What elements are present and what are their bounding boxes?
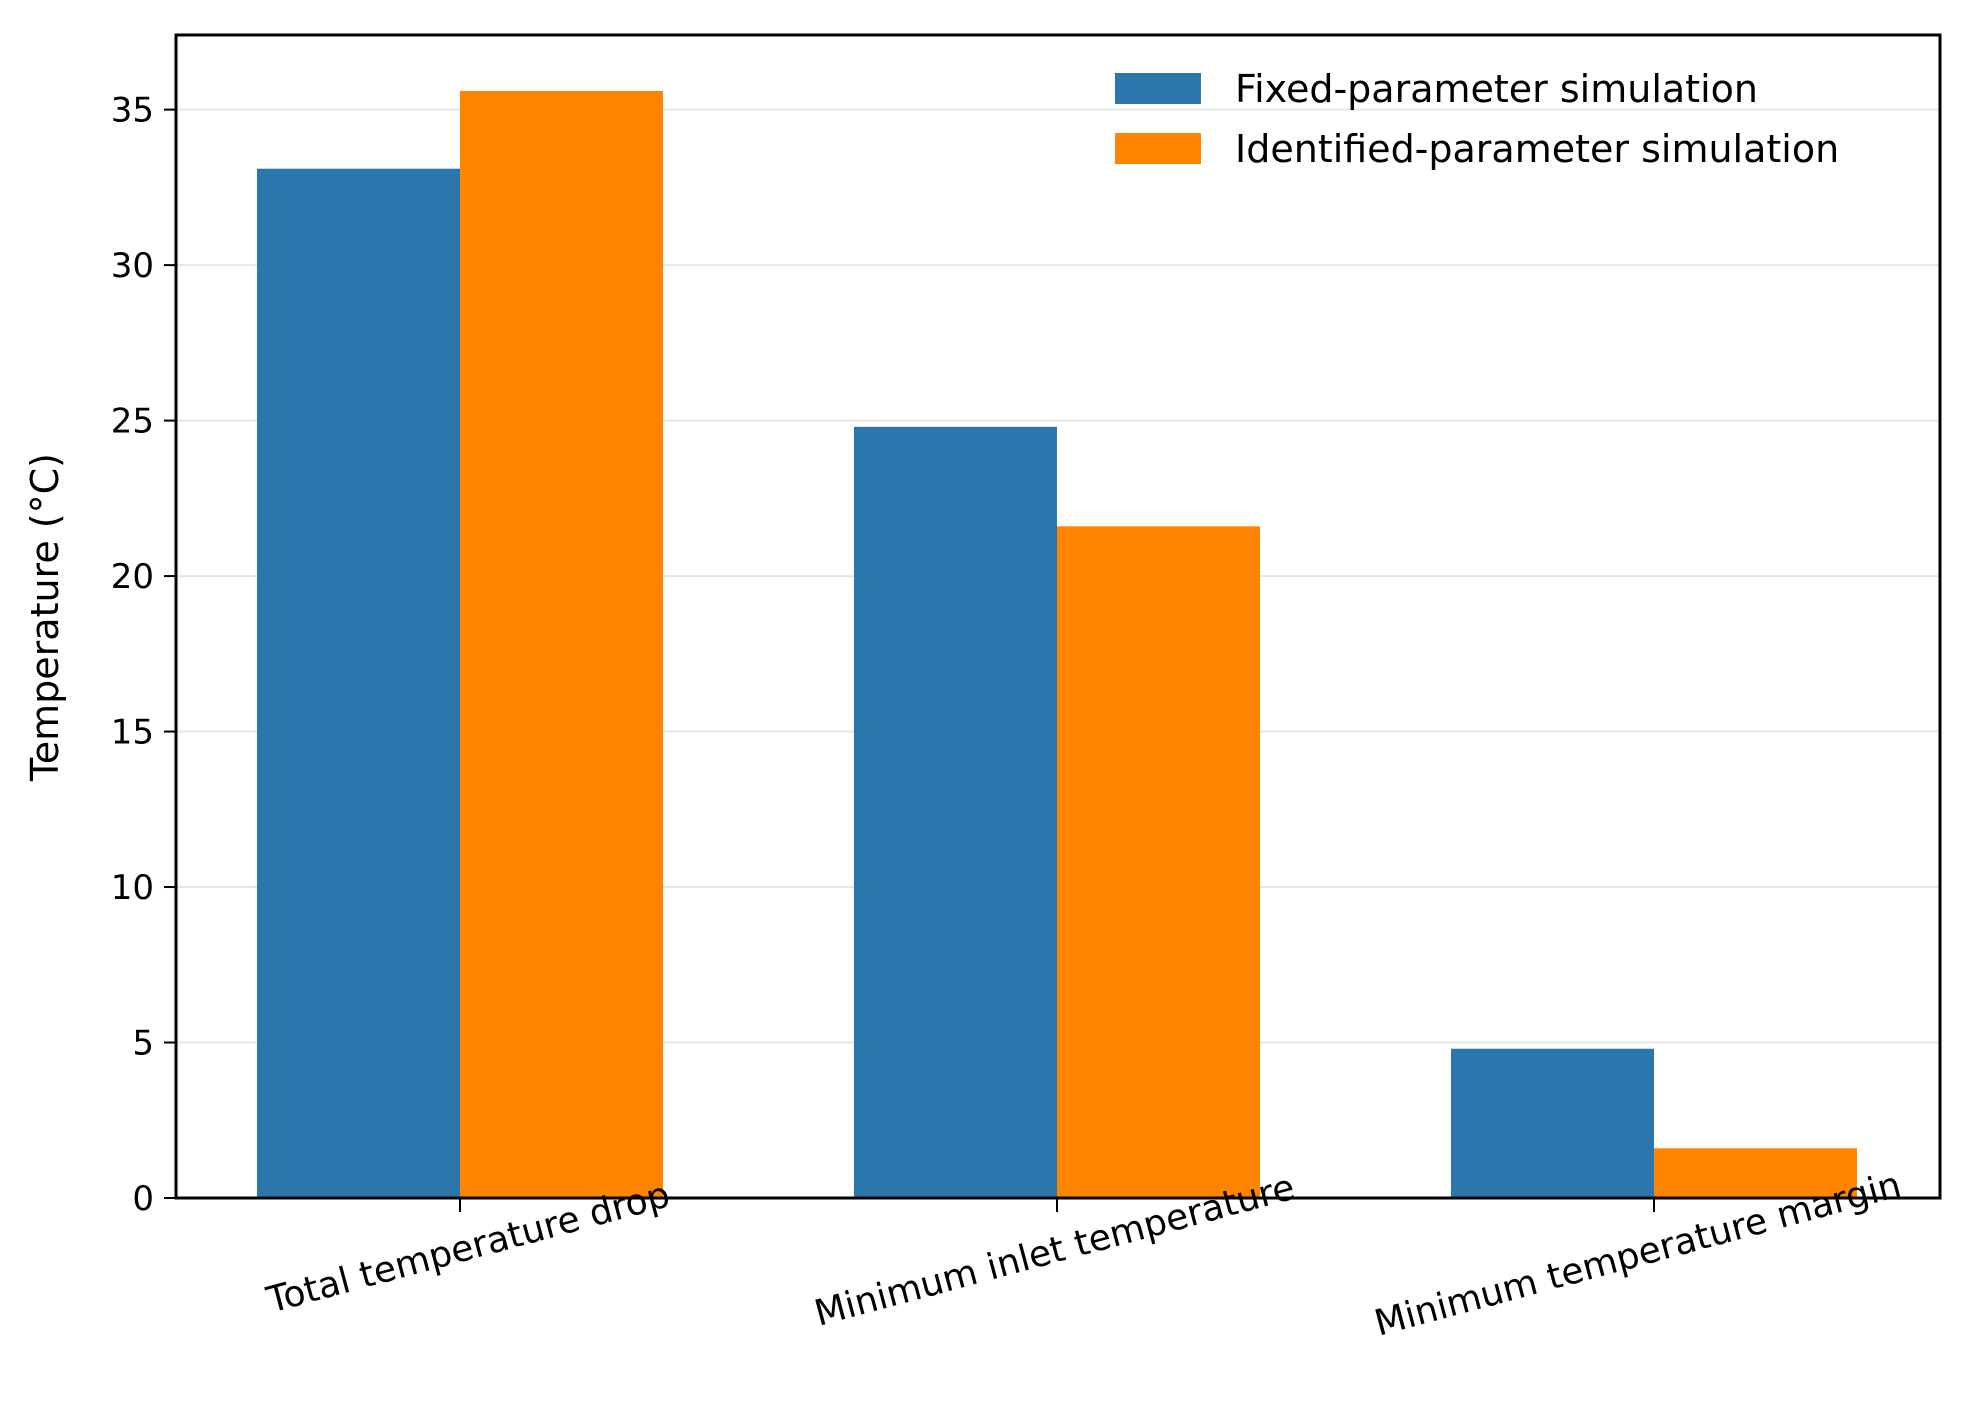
y-tick-label: 35 <box>111 91 154 131</box>
y-tick-label: 5 <box>132 1024 154 1064</box>
bar-fixed-0 <box>257 168 460 1199</box>
y-axis-title: Temperature (°C) <box>23 453 67 782</box>
bar-identified-1 <box>1057 526 1260 1198</box>
bar-fixed-2 <box>1451 1048 1654 1198</box>
y-axis: 0 5 10 15 20 25 30 35 <box>111 91 176 1219</box>
legend-label-fixed: Fixed-parameter simulation <box>1235 67 1758 111</box>
legend-swatch-identified <box>1115 133 1201 164</box>
y-tick-label: 15 <box>111 713 154 753</box>
y-tick-label: 25 <box>111 402 154 442</box>
bar-fixed-1 <box>854 426 1057 1198</box>
y-tick-label: 0 <box>132 1179 154 1219</box>
bars <box>257 90 1857 1199</box>
legend-label-identified: Identified-parameter simulation <box>1235 127 1839 171</box>
y-tick-label: 30 <box>111 246 154 286</box>
y-tick-label: 10 <box>111 868 154 908</box>
bar-identified-0 <box>460 90 663 1198</box>
legend: Fixed-parameter simulation Identified-par… <box>1115 67 1839 171</box>
y-tick-label: 20 <box>111 557 154 597</box>
legend-swatch-fixed <box>1115 73 1201 104</box>
bar-identified-2 <box>1654 1148 1857 1198</box>
